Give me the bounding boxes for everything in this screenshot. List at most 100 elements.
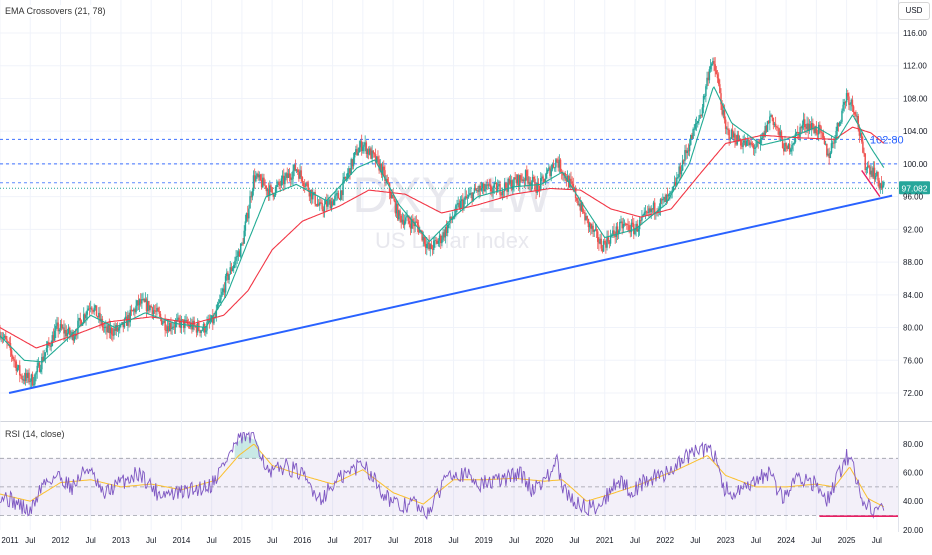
candle-body bbox=[827, 153, 829, 156]
candle bbox=[20, 374, 22, 379]
candle-body bbox=[686, 150, 689, 154]
candle bbox=[819, 121, 821, 134]
candle-body bbox=[71, 332, 73, 335]
candle bbox=[662, 193, 664, 208]
candle bbox=[533, 174, 535, 182]
candle bbox=[776, 125, 778, 131]
candle-body bbox=[263, 177, 265, 186]
candle bbox=[792, 142, 794, 152]
candle bbox=[652, 200, 655, 213]
candle bbox=[87, 305, 90, 311]
candle-body bbox=[844, 101, 847, 103]
candle bbox=[546, 168, 549, 174]
candle-body bbox=[830, 143, 833, 153]
candle bbox=[694, 118, 697, 131]
candle-body bbox=[613, 230, 615, 236]
level-annotation[interactable]: 102.80 bbox=[870, 134, 904, 146]
candle bbox=[699, 109, 701, 119]
candle bbox=[531, 170, 534, 190]
candle-body bbox=[580, 202, 583, 211]
ema-indicator-label[interactable]: EMA Crossovers (21, 78) bbox=[2, 5, 109, 17]
candle-body bbox=[203, 323, 206, 333]
downtrend-marker-line[interactable] bbox=[861, 170, 881, 198]
currency-button[interactable]: USD bbox=[898, 2, 930, 20]
candle-body bbox=[557, 162, 559, 168]
candle bbox=[157, 306, 159, 312]
candle-body bbox=[464, 196, 466, 200]
candle-body bbox=[630, 222, 633, 233]
candle-body bbox=[514, 177, 516, 180]
candle-body bbox=[546, 169, 549, 173]
candle-body bbox=[774, 123, 777, 127]
candle-body bbox=[415, 221, 418, 223]
candle bbox=[609, 229, 612, 247]
candle bbox=[426, 237, 428, 256]
candle bbox=[398, 209, 400, 222]
candle bbox=[251, 188, 254, 201]
candle-body bbox=[328, 199, 330, 201]
candle bbox=[34, 373, 36, 388]
candle bbox=[436, 238, 439, 245]
candle-body bbox=[289, 177, 292, 180]
candle-body bbox=[409, 223, 412, 229]
candle-body bbox=[709, 65, 712, 70]
candle-body bbox=[450, 216, 452, 220]
support-trendline[interactable] bbox=[8, 194, 893, 394]
candle bbox=[788, 138, 791, 155]
candle bbox=[848, 92, 850, 110]
time-axis-tick: Jul bbox=[448, 536, 458, 545]
candle bbox=[698, 115, 700, 125]
candle-body bbox=[828, 153, 830, 158]
candle-body bbox=[649, 208, 651, 213]
candle bbox=[55, 319, 57, 339]
candle-body bbox=[605, 242, 607, 248]
candle bbox=[805, 124, 807, 135]
candle-body bbox=[462, 199, 464, 208]
candle bbox=[356, 144, 358, 156]
candle-body bbox=[421, 230, 423, 241]
candle bbox=[312, 188, 314, 204]
candle bbox=[145, 297, 148, 318]
candle bbox=[187, 318, 190, 329]
rsi-indicator-label[interactable]: RSI (14, close) bbox=[2, 428, 68, 440]
candle-body bbox=[595, 229, 598, 232]
candle bbox=[749, 140, 751, 149]
candle-body bbox=[663, 196, 665, 200]
candle-body bbox=[472, 192, 475, 201]
candle-body bbox=[338, 198, 341, 200]
candle-body bbox=[602, 241, 605, 252]
candle-body bbox=[495, 182, 498, 193]
candle-body bbox=[384, 170, 386, 181]
candle-body bbox=[817, 124, 820, 135]
candle bbox=[427, 240, 429, 250]
candle-body bbox=[30, 374, 33, 382]
candle-body bbox=[160, 317, 163, 325]
rsi-line bbox=[0, 431, 885, 521]
candle-body bbox=[444, 227, 447, 238]
candle-body bbox=[880, 183, 883, 189]
candle-body bbox=[349, 168, 351, 175]
candle bbox=[341, 190, 343, 201]
candle bbox=[630, 219, 633, 237]
candle-body bbox=[73, 336, 76, 341]
candle-body bbox=[538, 186, 541, 191]
candle-body bbox=[533, 176, 535, 179]
candle-body bbox=[438, 235, 441, 241]
candle bbox=[726, 126, 728, 135]
candle bbox=[737, 130, 740, 142]
candle-body bbox=[410, 219, 413, 229]
candle bbox=[693, 124, 696, 137]
candle-body bbox=[322, 209, 325, 212]
candle bbox=[201, 327, 204, 332]
candle-body bbox=[128, 315, 130, 323]
candle bbox=[702, 94, 705, 114]
candle bbox=[500, 191, 502, 199]
candle-body bbox=[692, 129, 694, 139]
candle-body bbox=[287, 173, 290, 178]
candle bbox=[301, 176, 304, 186]
candle bbox=[469, 187, 471, 196]
candle bbox=[843, 98, 846, 112]
candle-body bbox=[793, 142, 796, 144]
ema-78-line bbox=[0, 126, 885, 349]
